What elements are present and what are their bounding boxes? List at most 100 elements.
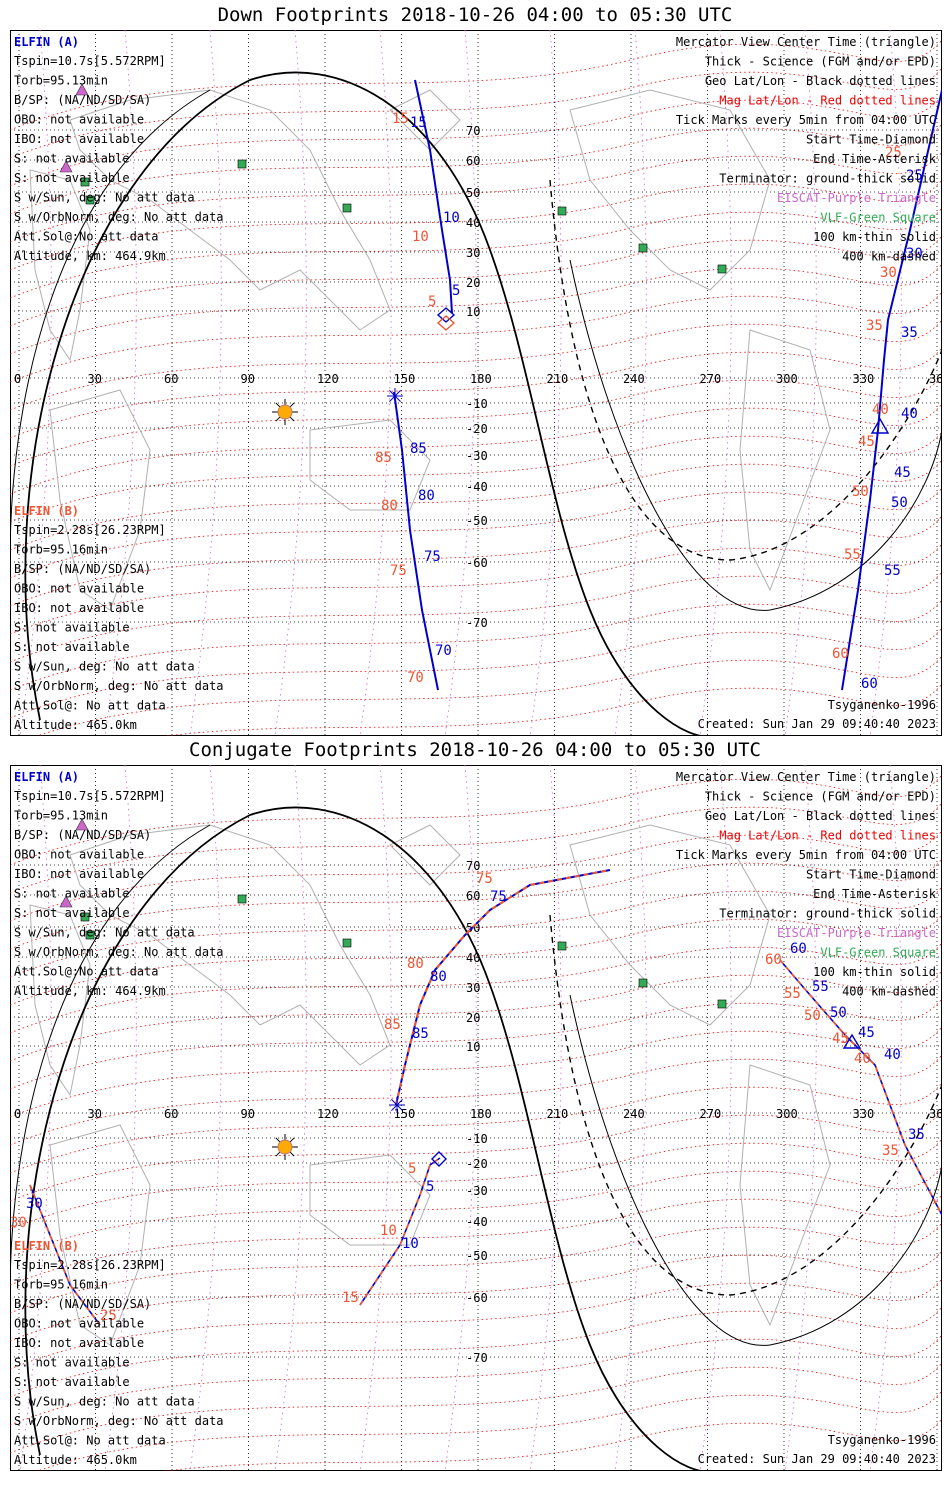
elfin-b-tick-label: 5 (428, 294, 436, 310)
lon-tick-label: 60 (164, 1107, 178, 1121)
elfin-b-info-line: S: not available (14, 1375, 130, 1389)
center-time-triangle (842, 1033, 862, 1049)
lon-tick-label: 180 (470, 1107, 492, 1121)
vlf-station-square (342, 938, 352, 948)
lat-tick-label: 40 (466, 951, 480, 965)
elfin-b-tick-label: 75 (390, 563, 407, 579)
mag-lat-line (10, 375, 942, 467)
elfin-a-tick-label: 85 (412, 1026, 429, 1042)
mag-lat-line (10, 543, 942, 635)
elfin-a-info-line: S: not available (14, 887, 130, 901)
elfin-b-tick-label: 75 (476, 871, 493, 887)
mag-lon-line (784, 765, 817, 1471)
lon-tick-label: 210 (547, 372, 569, 386)
legend-line: Geo Lat/Lon - Black dotted lines (705, 74, 936, 88)
mag-lat-line (10, 774, 942, 866)
lat-tick-label: -70 (466, 1351, 488, 1365)
mag-lon-line (104, 30, 137, 736)
mag-lat-line (10, 347, 942, 439)
mag-lat-line (10, 515, 942, 607)
elfin-b-info-line: Att.Sol@: No att data (14, 1434, 166, 1448)
elfin-b-tick-label: 55 (784, 986, 801, 1002)
lon-tick-label: 30 (88, 372, 102, 386)
elfin-b-tick-label: 15 (392, 111, 409, 127)
elfin-b-tick-label: 50 (852, 484, 869, 500)
lon-tick-label: 240 (623, 1107, 645, 1121)
legend-line: Tick Marks every 5min from 04:00 UTC (676, 848, 936, 862)
lat-tick-label: 10 (466, 1040, 480, 1054)
elfin-b-info-line: S: not available (14, 1356, 130, 1370)
eiscat-triangle (59, 895, 73, 908)
elfin-a-info-line: OBO: not available (14, 113, 144, 127)
lat-tick-label: -70 (466, 616, 488, 630)
coastline (49, 389, 151, 611)
coastline (49, 1124, 151, 1346)
elfin-b-info-line: Altitude: 465.0km (14, 718, 137, 732)
terminator-400km (549, 179, 942, 561)
lat-tick-label: -10 (466, 397, 488, 411)
lat-tick-label: -40 (466, 1215, 488, 1229)
mag-lat-line (10, 1166, 942, 1258)
lat-tick-label: 30 (466, 246, 480, 260)
elfin-a-tick-label: 75 (490, 889, 507, 905)
lon-tick-label: 90 (241, 1107, 255, 1121)
vlf-station-square (237, 159, 247, 169)
mag-lon-line (19, 30, 52, 736)
terminator-400km (549, 914, 942, 1296)
lat-tick-label: 20 (466, 1011, 480, 1025)
mag-lon-line (869, 765, 902, 1471)
elfin-a-tick-label: 10 (443, 210, 460, 226)
elfin-a-tick-label: 40 (901, 406, 918, 422)
coastline (69, 824, 391, 1066)
mag-lat-line (10, 998, 942, 1090)
mag-lat-line (10, 830, 942, 922)
elfin-a-track-west (29, 1184, 101, 1326)
lat-tick-label: -60 (466, 556, 488, 570)
mag-lat-line (10, 802, 942, 894)
elfin-a-tick-label: 10 (402, 1236, 419, 1252)
lon-tick-label: 90 (241, 372, 255, 386)
elfin-a-tick-label: 80 (430, 969, 447, 985)
elfin-a-tick-label: 15 (410, 115, 427, 131)
elfin-a-info-line: Torb=95.13min (14, 809, 108, 823)
end-asterisk-a (387, 388, 403, 404)
lat-tick-label: -30 (466, 1184, 488, 1198)
panel-2-title: Conjugate Footprints 2018-10-26 04:00 to… (189, 739, 761, 761)
sun-icon (272, 399, 298, 425)
elfin-a-tick-label: 60 (861, 676, 878, 692)
elfin-b-tick-label: 30 (880, 265, 897, 281)
lon-tick-label: 330 (853, 1107, 875, 1121)
mag-lat-line (10, 1138, 942, 1230)
elfin-a-info-line: Att.Sol@:No att data (14, 965, 159, 979)
mag-lat-line (36, 655, 942, 736)
terminator-100km (10, 824, 942, 1346)
mag-lon-line (19, 765, 52, 1471)
elfin-a-info-line: IBO: not available (14, 867, 144, 881)
elfin-b-tick-label: 10 (412, 229, 429, 245)
mag-lat-line (10, 459, 942, 551)
elfin-b-tick-label: 80 (407, 956, 424, 972)
legend-line: Mag Lat/Lon - Red dotted lines (719, 94, 936, 108)
panel-1-title: Down Footprints 2018-10-26 04:00 to 05:3… (217, 4, 733, 26)
elfin-b-tick-label: 80 (381, 498, 398, 514)
elfin-b-tick-label: 35 (866, 318, 883, 334)
lat-tick-label: 60 (466, 154, 480, 168)
lon-tick-label: 0 (14, 1107, 21, 1121)
legend-line: Tick Marks every 5min from 04:00 UTC (676, 113, 936, 127)
center-time-triangle (870, 417, 890, 434)
vlf-station-square (557, 206, 567, 216)
lat-tick-label: -10 (466, 1132, 488, 1146)
mag-lat-line (10, 1334, 942, 1426)
mag-lat-line (10, 263, 942, 355)
coastline (309, 1154, 431, 1246)
start-diamond-b (436, 315, 456, 331)
created-timestamp: Created: Sun Jan 29 09:40:40 2023 (698, 1452, 936, 1466)
mag-lon-line (189, 30, 222, 736)
lon-tick-label: 270 (700, 1107, 722, 1121)
elfin-a-info-line: S w/OrbNorm, deg: No att data (14, 210, 224, 224)
elfin-a-info-line: S w/OrbNorm, deg: No att data (14, 945, 224, 959)
elfin-b-info-line: S w/Sun, deg: No att data (14, 1395, 195, 1409)
mag-lat-line (10, 235, 942, 327)
coastline (739, 329, 831, 592)
elfin-a-info-line: B/SP: (NA/ND/SD/SA) (14, 93, 151, 107)
